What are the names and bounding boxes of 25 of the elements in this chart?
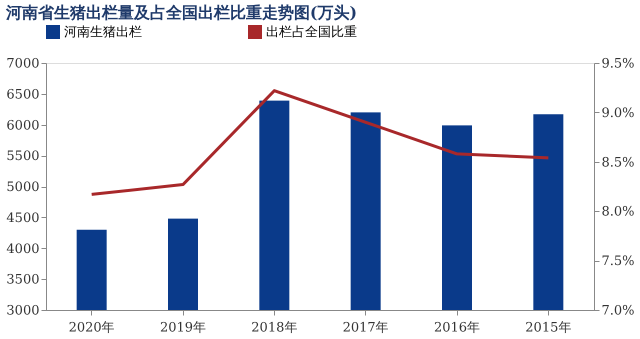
legend-label: 出栏占全国比重: [266, 25, 357, 40]
y2-tick-label: 7.5%: [602, 254, 635, 270]
y-tick-label: 5000: [6, 180, 40, 195]
y2-tick-label: 8.0%: [602, 204, 635, 220]
x-tick-label: 2017年: [342, 320, 389, 336]
y-tick-label: 6500: [6, 87, 40, 102]
x-tick-label: 2019年: [160, 320, 206, 336]
y-tick-label: 4500: [6, 210, 40, 226]
y2-tick-label: 9.0%: [602, 106, 635, 121]
y-tick-label: 3000: [6, 304, 40, 318]
x-tick-label: 2015年: [525, 320, 572, 336]
y2-tick-label: 8.5%: [602, 155, 635, 170]
x-tick-label: 2018年: [251, 320, 298, 336]
y-tick-label: 7000: [6, 56, 40, 72]
x-tick-label: 2016年: [434, 320, 480, 336]
y-tick-label: 3500: [6, 272, 40, 288]
legend-label: 河南生猪出栏: [64, 25, 142, 40]
y-tick-label: 6000: [6, 118, 40, 134]
line-series: [90, 89, 550, 196]
chart-title: 河南省生猪出栏量及占全国出栏比重走势图(万头): [4, 3, 358, 22]
y-tick-label: 5500: [6, 149, 40, 164]
y2-tick-label: 7.0%: [602, 304, 635, 318]
x-tick-label: 2020年: [68, 320, 115, 336]
y2-tick-label: 9.5%: [602, 56, 635, 72]
y-tick-label: 4000: [6, 242, 40, 257]
